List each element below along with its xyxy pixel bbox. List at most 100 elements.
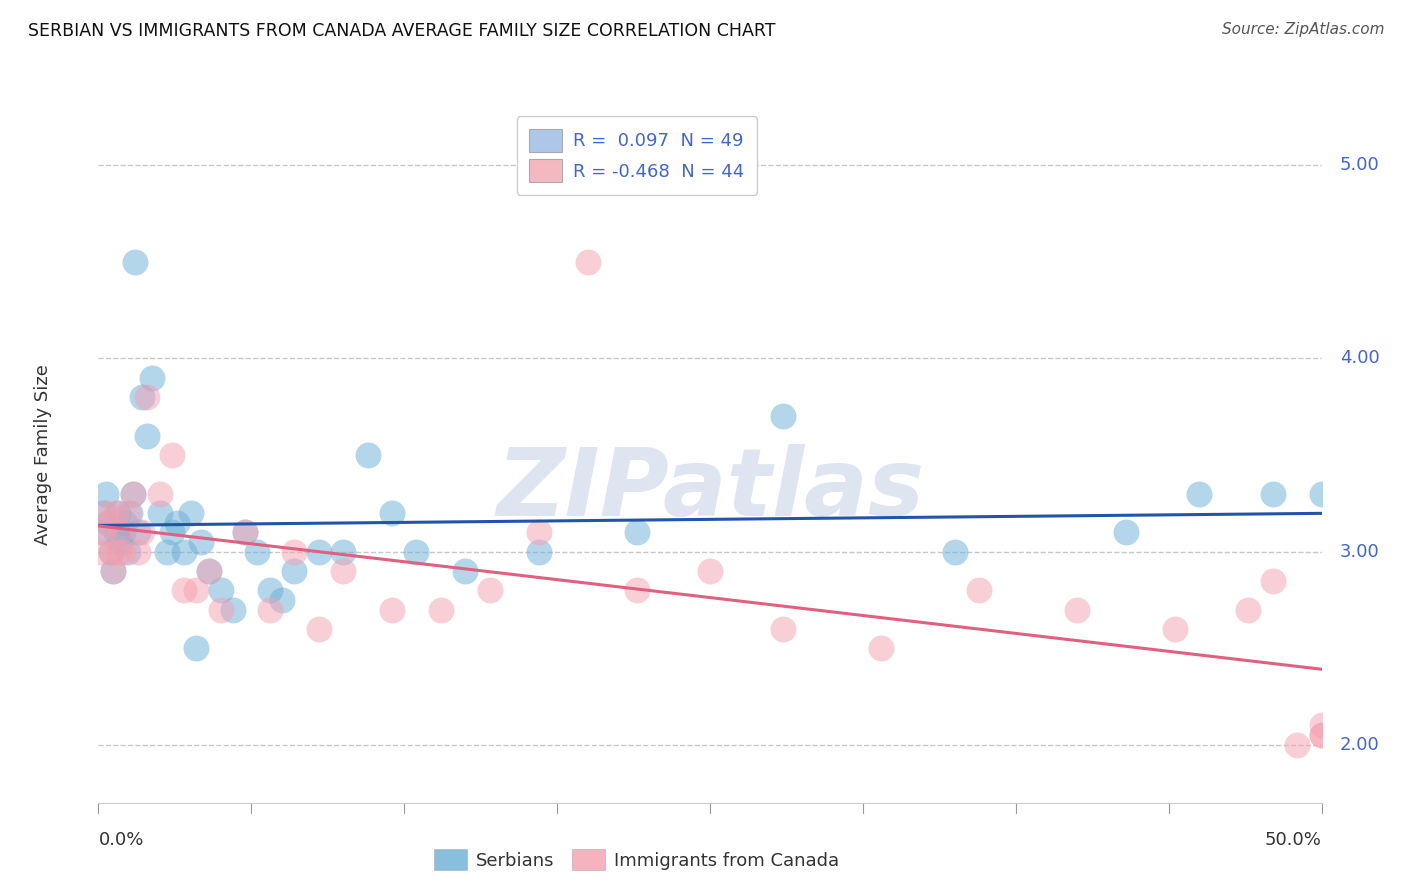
Point xyxy=(626,525,648,540)
Point xyxy=(478,583,501,598)
Point xyxy=(527,544,550,558)
Point xyxy=(101,564,124,578)
Point xyxy=(107,506,129,520)
Point xyxy=(308,544,330,558)
Point xyxy=(1310,728,1333,742)
Point xyxy=(1310,718,1333,732)
Point xyxy=(1237,602,1260,616)
Point xyxy=(454,564,477,578)
Point xyxy=(233,525,256,540)
Point xyxy=(114,516,136,530)
Point xyxy=(222,602,245,616)
Point xyxy=(121,486,143,500)
Text: 4.00: 4.00 xyxy=(1340,350,1379,368)
Text: Source: ZipAtlas.com: Source: ZipAtlas.com xyxy=(1222,22,1385,37)
Point xyxy=(870,641,893,656)
Point xyxy=(332,544,354,558)
Point xyxy=(101,564,124,578)
Text: 0.0%: 0.0% xyxy=(98,830,143,848)
Point xyxy=(246,544,269,558)
Point xyxy=(131,390,153,404)
Text: 2.00: 2.00 xyxy=(1340,736,1379,754)
Point xyxy=(180,506,202,520)
Point xyxy=(1310,728,1333,742)
Point xyxy=(1188,486,1211,500)
Point xyxy=(405,544,427,558)
Point xyxy=(100,544,122,558)
Point xyxy=(90,544,112,558)
Point xyxy=(209,583,232,598)
Point xyxy=(1115,525,1137,540)
Point xyxy=(110,525,132,540)
Point xyxy=(381,506,404,520)
Text: Average Family Size: Average Family Size xyxy=(34,365,52,545)
Point xyxy=(626,583,648,598)
Point xyxy=(173,544,195,558)
Point xyxy=(111,525,134,540)
Point xyxy=(772,409,794,424)
Point xyxy=(97,516,120,530)
Point xyxy=(381,602,404,616)
Point xyxy=(127,544,149,558)
Text: ZIPatlas: ZIPatlas xyxy=(496,443,924,536)
Point xyxy=(117,544,139,558)
Point xyxy=(166,516,188,530)
Point xyxy=(149,486,172,500)
Point xyxy=(141,370,163,384)
Point xyxy=(308,622,330,636)
Text: 5.00: 5.00 xyxy=(1340,156,1379,174)
Point xyxy=(283,564,305,578)
Point xyxy=(772,622,794,636)
Point xyxy=(186,583,208,598)
Point xyxy=(270,592,294,607)
Point xyxy=(120,506,142,520)
Point xyxy=(94,486,117,500)
Point xyxy=(283,544,305,558)
Point xyxy=(943,544,966,558)
Point xyxy=(124,254,146,268)
Point xyxy=(97,516,120,530)
Point xyxy=(430,602,453,616)
Point xyxy=(160,525,183,540)
Point xyxy=(90,525,112,540)
Point xyxy=(160,448,183,462)
Point xyxy=(1261,574,1284,588)
Legend: Serbians, Immigrants from Canada: Serbians, Immigrants from Canada xyxy=(427,842,846,877)
Point xyxy=(110,534,132,549)
Point xyxy=(91,525,114,540)
Point xyxy=(259,602,281,616)
Point xyxy=(117,506,139,520)
Point xyxy=(1310,486,1333,500)
Point xyxy=(149,506,172,520)
Point xyxy=(111,544,134,558)
Point xyxy=(356,448,378,462)
Point xyxy=(173,583,195,598)
Point xyxy=(197,564,219,578)
Text: 50.0%: 50.0% xyxy=(1265,830,1322,848)
Point xyxy=(1286,738,1309,752)
Point xyxy=(190,534,212,549)
Point xyxy=(576,254,599,268)
Point xyxy=(259,583,281,598)
Text: SERBIAN VS IMMIGRANTS FROM CANADA AVERAGE FAMILY SIZE CORRELATION CHART: SERBIAN VS IMMIGRANTS FROM CANADA AVERAG… xyxy=(28,22,776,40)
Point xyxy=(107,544,129,558)
Point xyxy=(136,390,159,404)
Point xyxy=(156,544,179,558)
Point xyxy=(1066,602,1088,616)
Point xyxy=(104,506,127,520)
Point xyxy=(1261,486,1284,500)
Point xyxy=(1164,622,1187,636)
Point xyxy=(967,583,990,598)
Text: 3.00: 3.00 xyxy=(1340,542,1379,560)
Point xyxy=(100,544,122,558)
Point xyxy=(186,641,208,656)
Point xyxy=(104,525,127,540)
Point xyxy=(127,525,149,540)
Point xyxy=(121,486,143,500)
Point xyxy=(131,525,153,540)
Point xyxy=(94,506,117,520)
Point xyxy=(136,428,159,442)
Point xyxy=(332,564,354,578)
Point xyxy=(527,525,550,540)
Point xyxy=(197,564,219,578)
